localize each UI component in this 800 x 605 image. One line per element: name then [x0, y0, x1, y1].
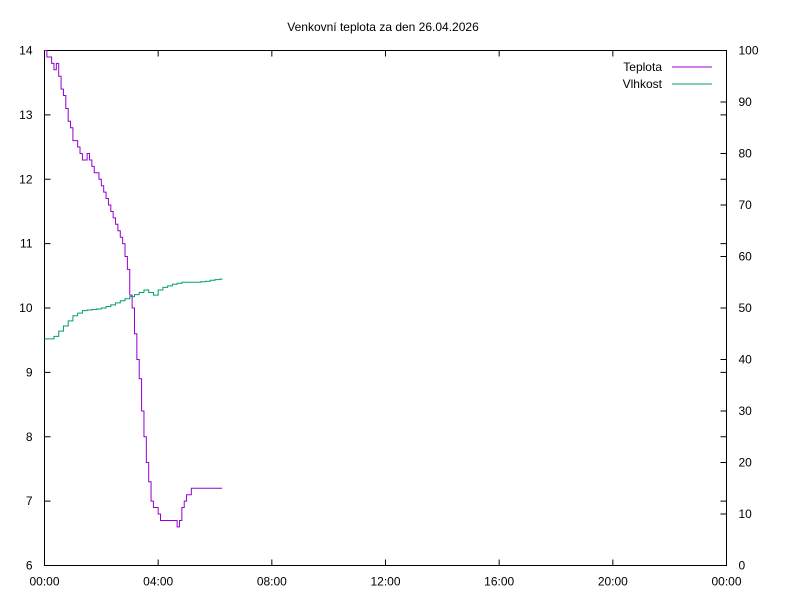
y2-tick-label: 30 [739, 404, 753, 418]
series-layer [44, 50, 223, 528]
y-tick-label: 10 [19, 301, 33, 315]
x-tick-label: 04:00 [143, 575, 173, 589]
right-y-axis: 0 10 20 30 40 50 60 70 80 90 100 [720, 44, 759, 573]
y2-tick-label: 10 [739, 507, 753, 521]
y2-tick-label: 80 [739, 147, 753, 161]
y-tick-label: 7 [26, 494, 33, 508]
x-tick-label: 08:00 [257, 575, 287, 589]
y-tick-label: 13 [19, 108, 33, 122]
y-tick-label: 6 [26, 559, 33, 573]
y2-tick-label: 100 [739, 44, 759, 58]
legend-label-teplota: Teplota [623, 60, 662, 74]
y2-tick-label: 0 [739, 559, 746, 573]
series-line-teplota [44, 50, 223, 528]
x-tick-label: 12:00 [370, 575, 400, 589]
y2-tick-label: 40 [739, 353, 753, 367]
x-tick-label: 16:00 [484, 575, 514, 589]
x-tick-label: 20:00 [598, 575, 628, 589]
y2-tick-label: 60 [739, 250, 753, 264]
y2-tick-label: 70 [739, 198, 753, 212]
x-tick-label: 00:00 [29, 575, 59, 589]
y2-tick-label: 50 [739, 301, 753, 315]
x-axis: 00:00 04:00 08:00 12:00 16:00 20:00 00:00 [29, 50, 742, 589]
y-tick-label: 14 [19, 44, 33, 58]
y-tick-label: 9 [26, 365, 33, 379]
series-line-vlhkost [44, 278, 223, 340]
x-tick-label: 00:00 [711, 575, 741, 589]
legend: Teplota Vlhkost [623, 60, 712, 91]
y-tick-label: 12 [19, 172, 33, 186]
y-tick-label: 11 [20, 237, 33, 251]
y2-tick-label: 90 [739, 95, 753, 109]
left-y-axis: 6 7 8 9 10 11 12 13 14 [19, 44, 727, 573]
y2-tick-label: 20 [739, 456, 753, 470]
chart-title: Venkovní teplota za den 26.04.2026 [287, 20, 479, 34]
plot-frame [44, 50, 727, 566]
y-tick-label: 8 [26, 430, 33, 444]
legend-label-vlhkost: Vlhkost [623, 77, 663, 91]
